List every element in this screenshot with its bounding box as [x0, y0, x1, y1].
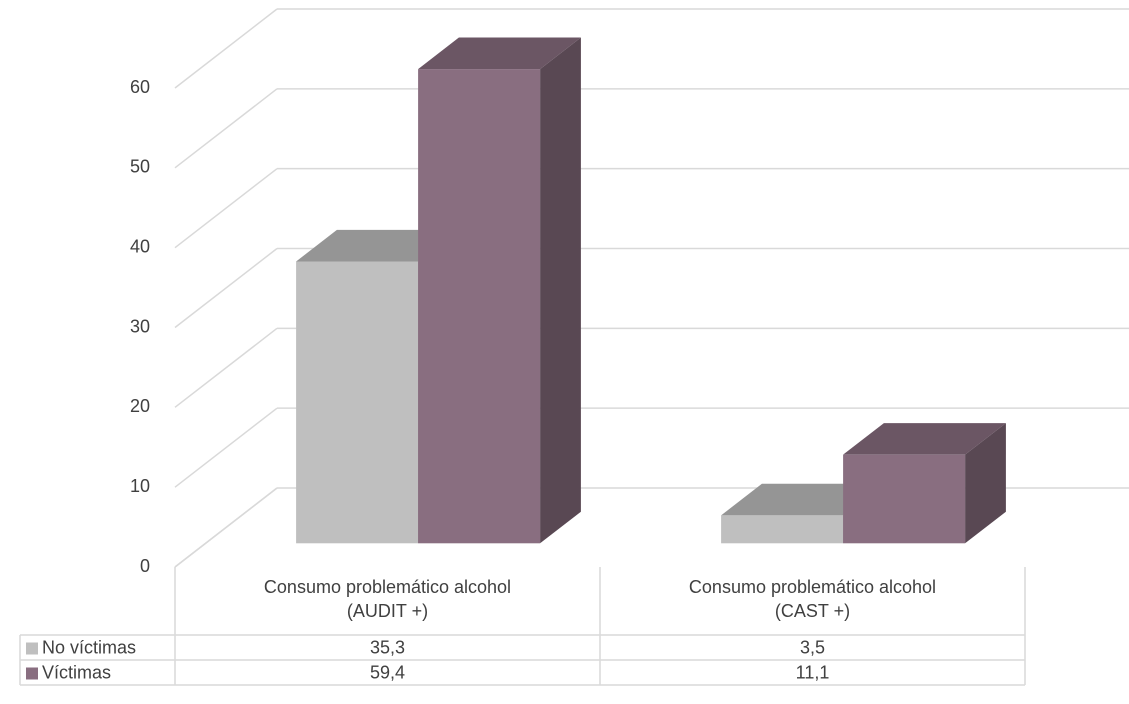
bar-front [843, 454, 966, 544]
y-tick-label: 20 [130, 396, 150, 416]
grid-line [174, 487, 278, 568]
y-tick-label: 10 [130, 476, 150, 496]
x-tick-label: Consumo problemático alcohol (AUDIT +) [263, 577, 512, 621]
x-tick-label: Consumo problemático alcohol (CAST +) [688, 577, 937, 621]
grid-line [174, 247, 278, 329]
bar-top [843, 423, 1006, 455]
y-tick-label: 60 [130, 77, 150, 97]
grid-line [174, 407, 278, 488]
bar-top [418, 37, 581, 70]
data-label: 11,1 [796, 662, 830, 682]
grid-line [174, 8, 278, 89]
bar-front [721, 515, 844, 544]
bar [418, 37, 581, 544]
bar-side [540, 37, 581, 544]
grid-line [174, 327, 278, 408]
y-tick-label: 40 [130, 236, 150, 256]
bar-front [418, 69, 541, 544]
data-label: 3,5 [800, 637, 825, 657]
data-label: 35,3 [370, 637, 405, 657]
category-cell: Consumo problemático alcohol (AUDIT +) [263, 577, 512, 621]
grid-line [174, 88, 278, 169]
legend-label: Víctimas [42, 662, 111, 682]
data-label: 59,4 [370, 662, 405, 682]
bar [843, 423, 1006, 544]
y-tick-label: 50 [130, 157, 150, 177]
grid-line [174, 168, 278, 249]
legend-swatch [26, 667, 38, 680]
bar-side [965, 423, 1006, 544]
category-cell: Consumo problemático alcohol (CAST +) [688, 577, 937, 621]
legend-label: No víctimas [42, 637, 136, 657]
y-tick-label: 30 [130, 316, 150, 336]
bar-front [296, 261, 419, 544]
y-tick-label: 0 [140, 556, 150, 576]
legend-swatch [26, 642, 38, 655]
